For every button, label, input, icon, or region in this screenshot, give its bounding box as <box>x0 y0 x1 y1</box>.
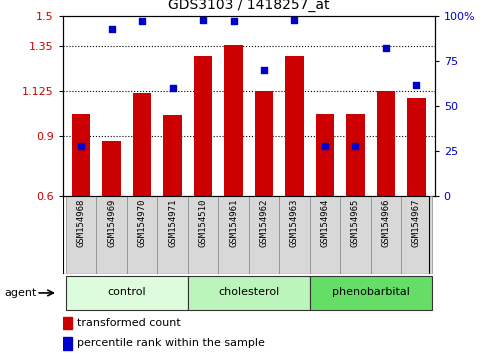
Text: phenobarbital: phenobarbital <box>332 287 410 297</box>
Text: cholesterol: cholesterol <box>218 287 279 297</box>
Bar <box>316 114 334 196</box>
Point <box>291 17 298 22</box>
Bar <box>66 276 188 310</box>
Point <box>321 143 329 149</box>
Text: transformed count: transformed count <box>77 318 181 328</box>
Bar <box>340 196 370 274</box>
Text: GSM154964: GSM154964 <box>320 199 329 247</box>
Text: GSM154962: GSM154962 <box>259 199 269 247</box>
Bar <box>225 45 242 196</box>
Bar <box>407 98 426 196</box>
Bar <box>218 196 249 274</box>
Point <box>108 26 115 32</box>
Bar <box>63 316 72 329</box>
Bar <box>194 56 212 196</box>
Bar <box>127 196 157 274</box>
Bar <box>66 196 96 274</box>
Bar <box>163 115 182 196</box>
Bar <box>310 196 340 274</box>
Text: GSM154965: GSM154965 <box>351 199 360 247</box>
Bar <box>401 196 432 274</box>
Bar <box>255 91 273 196</box>
Point <box>138 18 146 24</box>
Bar <box>310 276 432 310</box>
Bar <box>133 93 151 196</box>
Text: GSM154969: GSM154969 <box>107 199 116 247</box>
Bar <box>72 114 90 196</box>
Text: GSM154963: GSM154963 <box>290 199 299 247</box>
Point <box>382 46 390 51</box>
Bar <box>249 196 279 274</box>
Text: agent: agent <box>5 288 37 298</box>
Bar <box>63 337 72 350</box>
Bar <box>370 196 401 274</box>
Text: GSM154510: GSM154510 <box>199 199 208 247</box>
Text: GSM154966: GSM154966 <box>382 199 390 247</box>
Point <box>412 82 420 87</box>
Text: GSM154970: GSM154970 <box>138 199 146 247</box>
Point <box>229 18 237 24</box>
Point <box>199 17 207 22</box>
Bar <box>377 91 395 196</box>
Point <box>352 143 359 149</box>
Text: GSM154967: GSM154967 <box>412 199 421 247</box>
Bar <box>188 196 218 274</box>
Bar <box>96 196 127 274</box>
Bar <box>188 276 310 310</box>
Bar <box>102 141 121 196</box>
Text: GSM154971: GSM154971 <box>168 199 177 247</box>
Bar <box>157 196 188 274</box>
Text: percentile rank within the sample: percentile rank within the sample <box>77 338 265 348</box>
Bar <box>346 114 365 196</box>
Bar <box>285 56 304 196</box>
Point <box>169 85 176 91</box>
Text: GSM154961: GSM154961 <box>229 199 238 247</box>
Text: control: control <box>108 287 146 297</box>
Bar <box>279 196 310 274</box>
Text: GSM154968: GSM154968 <box>77 199 85 247</box>
Title: GDS3103 / 1418257_at: GDS3103 / 1418257_at <box>168 0 329 12</box>
Point <box>77 143 85 149</box>
Point <box>260 67 268 73</box>
